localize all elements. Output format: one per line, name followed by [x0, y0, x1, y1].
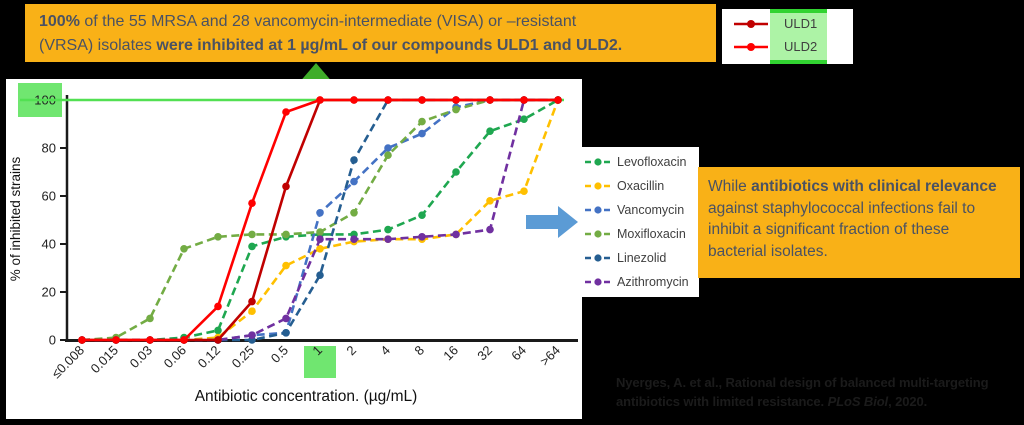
legend-swatch: [585, 230, 611, 238]
svg-text:32: 32: [474, 343, 495, 364]
uld-legend-swatch: [734, 19, 768, 28]
headline-bold-lead: 100%: [39, 13, 80, 30]
legend-swatch: [585, 206, 611, 214]
uld-green-highlight: [770, 9, 827, 64]
side-note-box: While antibiotics with clinical relevanc…: [698, 167, 1020, 278]
antibiotic-legend-box: Levofloxacin Oxacillin Vancomycin Moxifloxa…: [579, 147, 699, 297]
svg-text:0: 0: [49, 333, 56, 348]
y-axis-title: % of inhibited strains: [8, 156, 23, 281]
headline-line2-start: (VRSA) isolates: [39, 37, 157, 54]
uld-legend-box: ULD1 ULD2: [722, 9, 853, 64]
series-line-levofloxacin: [82, 98, 559, 342]
legend-label: Oxacillin: [617, 179, 665, 193]
headline-line2: (VRSA) isolates were inhibited at 1 µg/m…: [39, 34, 702, 58]
svg-text:60: 60: [42, 189, 56, 204]
side-note-bold: antibiotics with clinical relevance: [751, 178, 997, 195]
legend-swatch: [585, 158, 611, 166]
legend-label: Levofloxacin: [617, 155, 687, 169]
citation-line2-start: antibiotics with limited resistance.: [616, 393, 828, 409]
side-note-start: While: [708, 178, 752, 195]
uld-legend-label: ULD2: [784, 39, 818, 54]
svg-text:≤0.008: ≤0.008: [48, 343, 87, 382]
headline-banner: 100% of the 55 MRSA and 28 vancomycin-in…: [25, 4, 716, 62]
uld-legend-item: ULD1: [732, 16, 817, 31]
svg-text:0.5: 0.5: [268, 343, 291, 366]
legend-item: Moxifloxacin: [584, 222, 699, 246]
svg-text:0.06: 0.06: [161, 343, 190, 372]
svg-text:40: 40: [42, 237, 56, 252]
svg-text:2: 2: [343, 343, 359, 359]
uld-legend-label: ULD1: [784, 16, 818, 31]
svg-text:64: 64: [508, 343, 529, 364]
svg-text:16: 16: [440, 343, 461, 364]
citation-journal: PLoS Biol: [827, 393, 889, 409]
legend-item: Vancomycin: [584, 198, 699, 222]
svg-text:20: 20: [42, 285, 56, 300]
svg-text:0.12: 0.12: [195, 343, 224, 372]
svg-text:8: 8: [411, 343, 427, 359]
headline-line1: 100% of the 55 MRSA and 28 vancomycin-in…: [39, 10, 702, 34]
citation: Nyerges, A. et al., Rational design of b…: [616, 374, 1020, 412]
chart-area: 0 20 40 60 80 100 ≤0.008 0.015 0.03 0.06 0.12 0.25 0…: [6, 79, 582, 419]
side-note-rest: against staphylococcal infections fail t…: [708, 199, 976, 261]
legend-label: Linezolid: [617, 251, 667, 265]
headline-line1-rest: of the 55 MRSA and 28 vancomycin-interme…: [79, 13, 577, 30]
legend-item: Linezolid: [584, 246, 699, 270]
legend-label: Moxifloxacin: [617, 227, 686, 241]
legend-label: Vancomycin: [617, 203, 685, 217]
legend-item: Azithromycin: [584, 270, 699, 294]
blue-right-arrow-icon: [526, 206, 578, 238]
legend-item: Levofloxacin: [584, 150, 699, 174]
legend-label: Azithromycin: [617, 275, 689, 289]
svg-text:0.03: 0.03: [127, 343, 156, 372]
svg-text:80: 80: [42, 141, 56, 156]
svg-text:0.25: 0.25: [229, 343, 258, 372]
svg-text:0.015: 0.015: [88, 343, 122, 377]
x-axis-title: Antibiotic concentration. (µg/mL): [195, 388, 418, 405]
legend-swatch: [585, 254, 611, 262]
headline-line2-bold: were inhibited at 1 µg/mL of our compoun…: [156, 37, 623, 54]
citation-line1: Nyerges, A. et al., Rational design of b…: [616, 375, 989, 390]
svg-text:4: 4: [377, 343, 393, 359]
svg-text:>64: >64: [537, 343, 563, 369]
citation-line2: antibiotics with limited resistance. PLo…: [616, 393, 1020, 412]
uld-legend-swatch: [734, 42, 768, 51]
legend-item: Oxacillin: [584, 174, 699, 198]
legend-swatch: [585, 182, 611, 190]
uld-legend-item: ULD2: [732, 39, 817, 54]
legend-swatch: [585, 278, 611, 286]
citation-line2-end: , 2020.: [888, 393, 928, 409]
